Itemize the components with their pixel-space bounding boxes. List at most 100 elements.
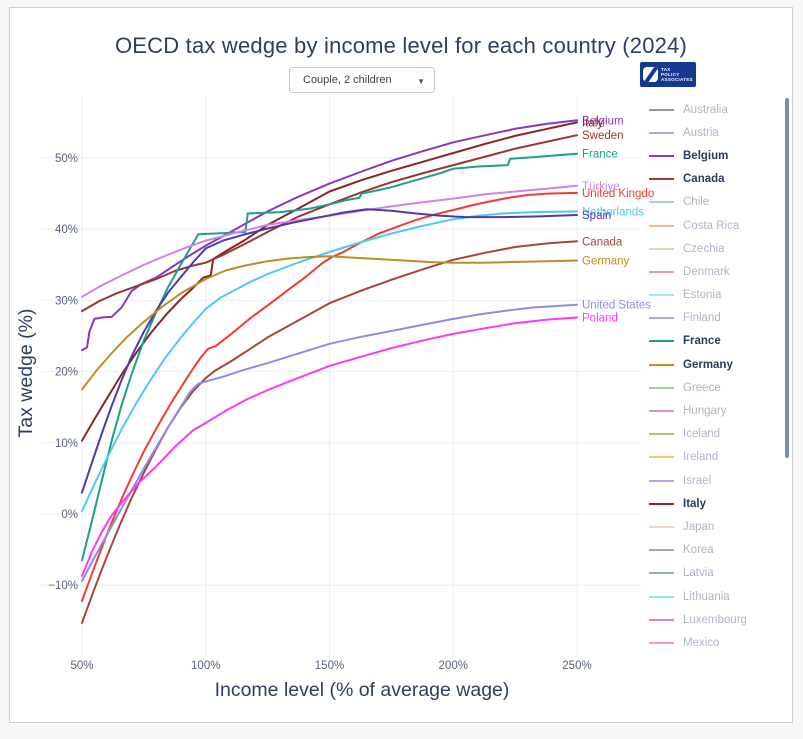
legend-label-korea: Korea <box>683 544 714 557</box>
legend-label-ireland: Ireland <box>683 451 719 464</box>
series-line-sweden[interactable] <box>81 134 578 313</box>
legend-swatch-chile <box>649 201 674 204</box>
legend-swatch-italy <box>649 502 674 505</box>
legend-item-australia[interactable]: Australia <box>649 98 785 121</box>
legend-item-czechia[interactable]: Czechia <box>649 237 785 260</box>
series-end-label-united-states: United States <box>582 300 651 312</box>
legend-item-latvia[interactable]: Latvia <box>649 562 785 585</box>
legend-item-iceland[interactable]: Iceland <box>649 423 785 446</box>
legend-label-costa-rica: Costa Rica <box>683 219 740 232</box>
legend-item-greece[interactable]: Greece <box>649 376 785 399</box>
y-tick-label: 20% <box>55 367 78 379</box>
legend-swatch-denmark <box>649 270 674 273</box>
series-end-label-belgium: Belgium <box>582 115 624 127</box>
legend-swatch-costa-rica <box>649 224 674 227</box>
legend-label-belgium: Belgium <box>683 149 729 162</box>
y-tick-label: 10% <box>55 438 78 450</box>
series-line-belgium[interactable] <box>81 119 578 352</box>
legend-item-luxembourg[interactable]: Luxembourg <box>649 608 785 631</box>
legend-scrollbar[interactable] <box>785 98 789 458</box>
legend-item-austria[interactable]: Austria <box>649 121 785 144</box>
legend-swatch-japan <box>649 525 674 528</box>
legend-item-japan[interactable]: Japan <box>649 515 785 538</box>
household-type-value: Couple, 2 children <box>303 74 392 86</box>
series-line-united-states[interactable] <box>81 303 578 582</box>
y-axis-title: Tax wedge (%) <box>15 309 37 438</box>
legend-swatch-lithuania <box>649 595 674 598</box>
legend-swatch-korea <box>649 549 674 552</box>
legend-label-lithuania: Lithuania <box>683 590 730 603</box>
legend-swatch-czechia <box>649 247 674 250</box>
legend-item-costa-rica[interactable]: Costa Rica <box>649 214 785 237</box>
legend-item-canada[interactable]: Canada <box>649 168 785 191</box>
legend-label-iceland: Iceland <box>683 428 721 441</box>
series-end-label-united-kingdom: United Kingdom <box>582 188 655 200</box>
legend-item-hungary[interactable]: Hungary <box>649 399 785 422</box>
legend-swatch-austria <box>649 131 674 134</box>
legend-label-australia: Australia <box>683 103 728 116</box>
legend-label-france: France <box>683 335 721 348</box>
series-line-turkiye[interactable] <box>81 184 578 298</box>
legend-item-korea[interactable]: Korea <box>649 539 785 562</box>
legend-item-belgium[interactable]: Belgium <box>649 144 785 167</box>
series-line-canada[interactable] <box>81 240 578 624</box>
legend-label-chile: Chile <box>683 196 710 209</box>
y-tick-label: −10% <box>48 580 78 592</box>
legend-swatch-finland <box>649 317 674 320</box>
series-line-spain[interactable] <box>81 208 578 494</box>
y-tick-label: 0% <box>61 509 78 521</box>
series-end-label-poland: Poland <box>582 312 618 324</box>
legend-label-israel: Israel <box>683 474 712 487</box>
legend-swatch-israel <box>649 479 674 482</box>
legend-item-germany[interactable]: Germany <box>649 353 785 376</box>
legend-item-france[interactable]: France <box>649 330 785 353</box>
legend-label-luxembourg: Luxembourg <box>683 613 747 626</box>
legend-swatch-hungary <box>649 410 674 413</box>
legend-label-latvia: Latvia <box>683 567 714 580</box>
legend-item-lithuania[interactable]: Lithuania <box>649 585 785 608</box>
x-tick-label: 150% <box>315 660 344 672</box>
legend-item-ireland[interactable]: Ireland <box>649 446 785 469</box>
legend-swatch-luxembourg <box>649 618 674 621</box>
legend-item-estonia[interactable]: Estonia <box>649 284 785 307</box>
tax-policy-associates-logo: TAX POLICY ASSOCIATES <box>640 62 696 87</box>
legend-item-denmark[interactable]: Denmark <box>649 260 785 283</box>
series-end-label-canada: Canada <box>582 236 623 248</box>
y-tick-label: 50% <box>55 153 78 165</box>
logo-text-line: POLICY <box>661 72 680 77</box>
legend-swatch-germany <box>649 363 674 366</box>
logo-text-line: TAX <box>661 67 671 72</box>
series-line-germany[interactable] <box>81 255 578 391</box>
series-end-label-france: France <box>582 149 618 161</box>
chart-title: OECD tax wedge by income level for each … <box>114 33 688 58</box>
legend-label-japan: Japan <box>683 520 715 533</box>
legend-item-chile[interactable]: Chile <box>649 191 785 214</box>
x-tick-label: 50% <box>70 660 93 672</box>
series-end-label-sweden: Sweden <box>582 130 624 142</box>
legend-item-israel[interactable]: Israel <box>649 469 785 492</box>
series-end-label-germany: Germany <box>582 256 630 268</box>
series-line-united-kingdom[interactable] <box>81 191 578 602</box>
legend-label-hungary: Hungary <box>683 405 727 418</box>
legend-swatch-mexico <box>649 641 674 644</box>
legend-item-finland[interactable]: Finland <box>649 307 785 330</box>
legend-swatch-canada <box>649 178 674 181</box>
series-line-france[interactable] <box>81 152 578 562</box>
legend-label-estonia: Estonia <box>683 289 722 302</box>
legend-item-italy[interactable]: Italy <box>649 492 785 515</box>
legend-item-mexico[interactable]: Mexico <box>649 631 785 654</box>
legend-swatch-estonia <box>649 294 674 297</box>
series-line-italy[interactable] <box>81 121 578 442</box>
legend-swatch-ireland <box>649 456 674 459</box>
logo-text-line: ASSOCIATES <box>661 77 693 82</box>
x-tick-label: 100% <box>191 660 220 672</box>
x-axis-title: Income level (% of average wage) <box>215 679 510 701</box>
household-type-select[interactable]: Couple, 2 children ▼ <box>289 67 435 93</box>
legend-swatch-belgium <box>649 154 674 157</box>
series-end-label-netherlands: Netherlands <box>582 206 644 218</box>
series-line-poland[interactable] <box>81 316 578 577</box>
legend-label-canada: Canada <box>683 173 725 186</box>
logo-mark-icon <box>643 67 658 82</box>
series-line-netherlands[interactable] <box>81 210 578 513</box>
